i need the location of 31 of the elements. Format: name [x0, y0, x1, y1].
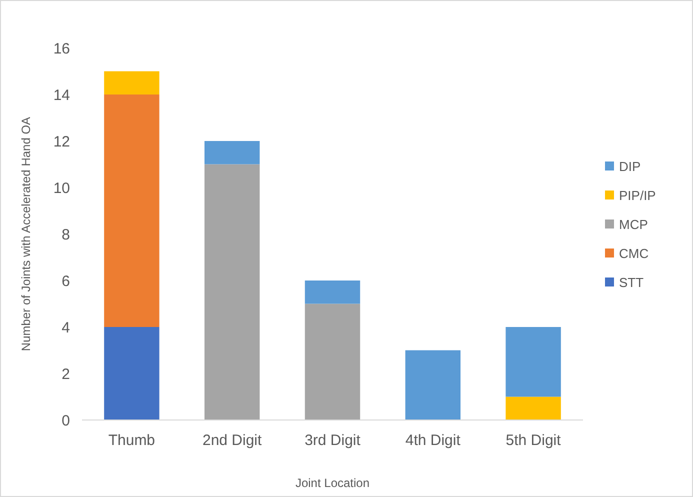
x-tick-label: 5th Digit: [506, 432, 562, 449]
legend-label: PIP/IP: [619, 188, 656, 204]
x-tick-label: 2nd Digit: [202, 432, 263, 449]
legend-label: CMC: [619, 246, 649, 262]
legend-label: STT: [619, 275, 644, 290]
bar: [104, 94, 160, 327]
x-tick-label: Thumb: [108, 432, 156, 449]
bar: [304, 304, 360, 420]
y-axis-title: Number of Joints with Accelerated Hand OA: [19, 116, 33, 352]
legend-label: DIP: [619, 159, 641, 174]
legend-label: MCP: [619, 217, 648, 232]
y-tick-label: 4: [62, 319, 70, 336]
x-tick-label: 3rd Digit: [304, 432, 362, 449]
bar: [204, 164, 260, 420]
y-tick-label: 14: [53, 86, 70, 104]
y-tick-label: 10: [53, 180, 70, 197]
bar: [405, 350, 461, 420]
x-tick-label: 4th Digit: [405, 432, 462, 449]
y-tick-label: 6: [62, 272, 70, 290]
bar: [506, 327, 561, 397]
bar: [304, 280, 360, 304]
y-tick-label: 8: [62, 226, 70, 244]
bar: [104, 327, 160, 420]
y-tick-label: 16: [53, 40, 70, 58]
x-axis-title: Joint Location: [295, 476, 370, 490]
bar: [104, 71, 160, 94]
bar: [204, 141, 260, 164]
y-tick-label: 2: [62, 366, 70, 383]
y-tick-label: 0: [62, 412, 70, 430]
bar: [506, 396, 561, 420]
y-tick-label: 12: [53, 133, 70, 150]
